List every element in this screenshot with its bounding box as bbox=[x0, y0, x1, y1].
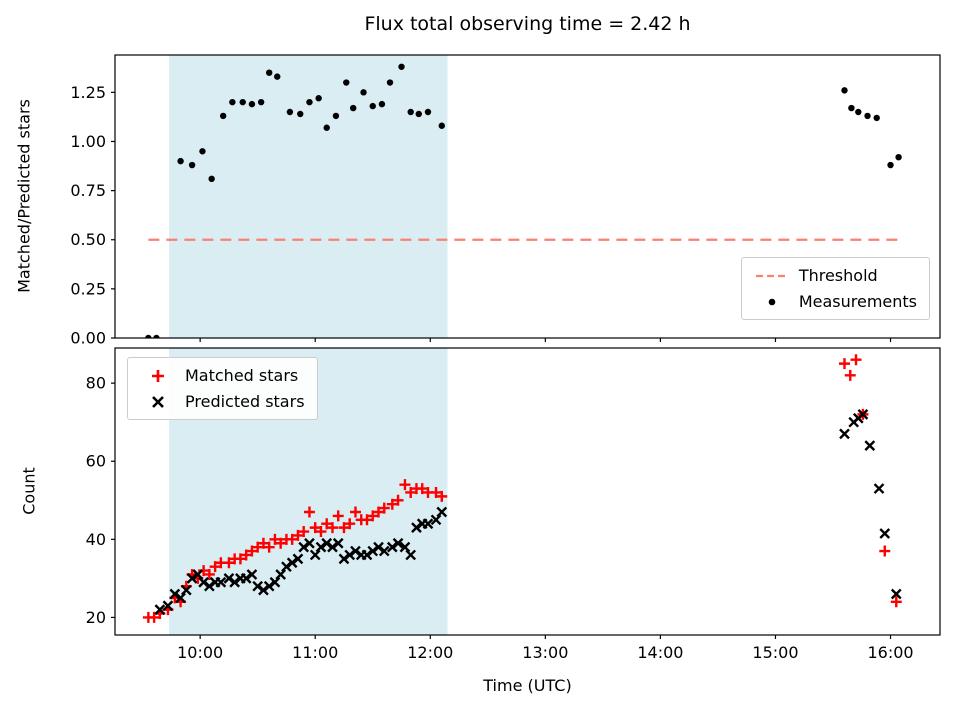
y-axis-label-top: Matched/Predicted stars bbox=[14, 99, 34, 293]
svg-text:60: 60 bbox=[86, 452, 106, 471]
x-axis-label: Time (UTC) bbox=[483, 676, 572, 695]
svg-text:13:00: 13:00 bbox=[522, 643, 568, 662]
legend-bottom: Matched stars Predicted stars bbox=[127, 357, 318, 420]
legend-label-predicted: Predicted stars bbox=[185, 392, 305, 411]
svg-text:14:00: 14:00 bbox=[637, 643, 683, 662]
svg-text:11:00: 11:00 bbox=[292, 643, 338, 662]
svg-text:0.00: 0.00 bbox=[70, 329, 106, 348]
svg-text:0.50: 0.50 bbox=[70, 230, 106, 249]
svg-text:0.25: 0.25 bbox=[70, 279, 106, 298]
svg-text:80: 80 bbox=[86, 374, 106, 393]
y-axis-label-bottom: Count bbox=[19, 467, 39, 515]
legend-item-matched-stars: Matched stars bbox=[140, 366, 305, 385]
measurements-dot-icon bbox=[768, 298, 776, 305]
svg-text:0.75: 0.75 bbox=[70, 181, 106, 200]
svg-text:40: 40 bbox=[86, 530, 106, 549]
svg-text:1.00: 1.00 bbox=[70, 132, 106, 151]
page-title: Flux total observing time = 2.42 h bbox=[364, 13, 691, 35]
predicted-x-icon bbox=[152, 395, 164, 408]
svg-text:1.25: 1.25 bbox=[70, 83, 106, 102]
svg-text:10:00: 10:00 bbox=[177, 643, 223, 662]
svg-text:20: 20 bbox=[86, 608, 106, 627]
matched-plus-icon bbox=[152, 369, 164, 382]
legend-label-matched: Matched stars bbox=[185, 366, 299, 385]
svg-text:16:00: 16:00 bbox=[867, 643, 913, 662]
legend-item-measurements: Measurements bbox=[754, 292, 917, 311]
legend-label-measurements: Measurements bbox=[798, 292, 917, 311]
legend-item-threshold: Threshold bbox=[754, 266, 917, 285]
legend-top: Threshold Measurements bbox=[740, 257, 930, 320]
legend-item-predicted-stars: Predicted stars bbox=[140, 392, 305, 411]
svg-text:12:00: 12:00 bbox=[407, 643, 453, 662]
legend-label-threshold: Threshold bbox=[798, 266, 878, 285]
svg-text:15:00: 15:00 bbox=[752, 643, 798, 662]
threshold-dashed-line-icon bbox=[755, 274, 788, 277]
